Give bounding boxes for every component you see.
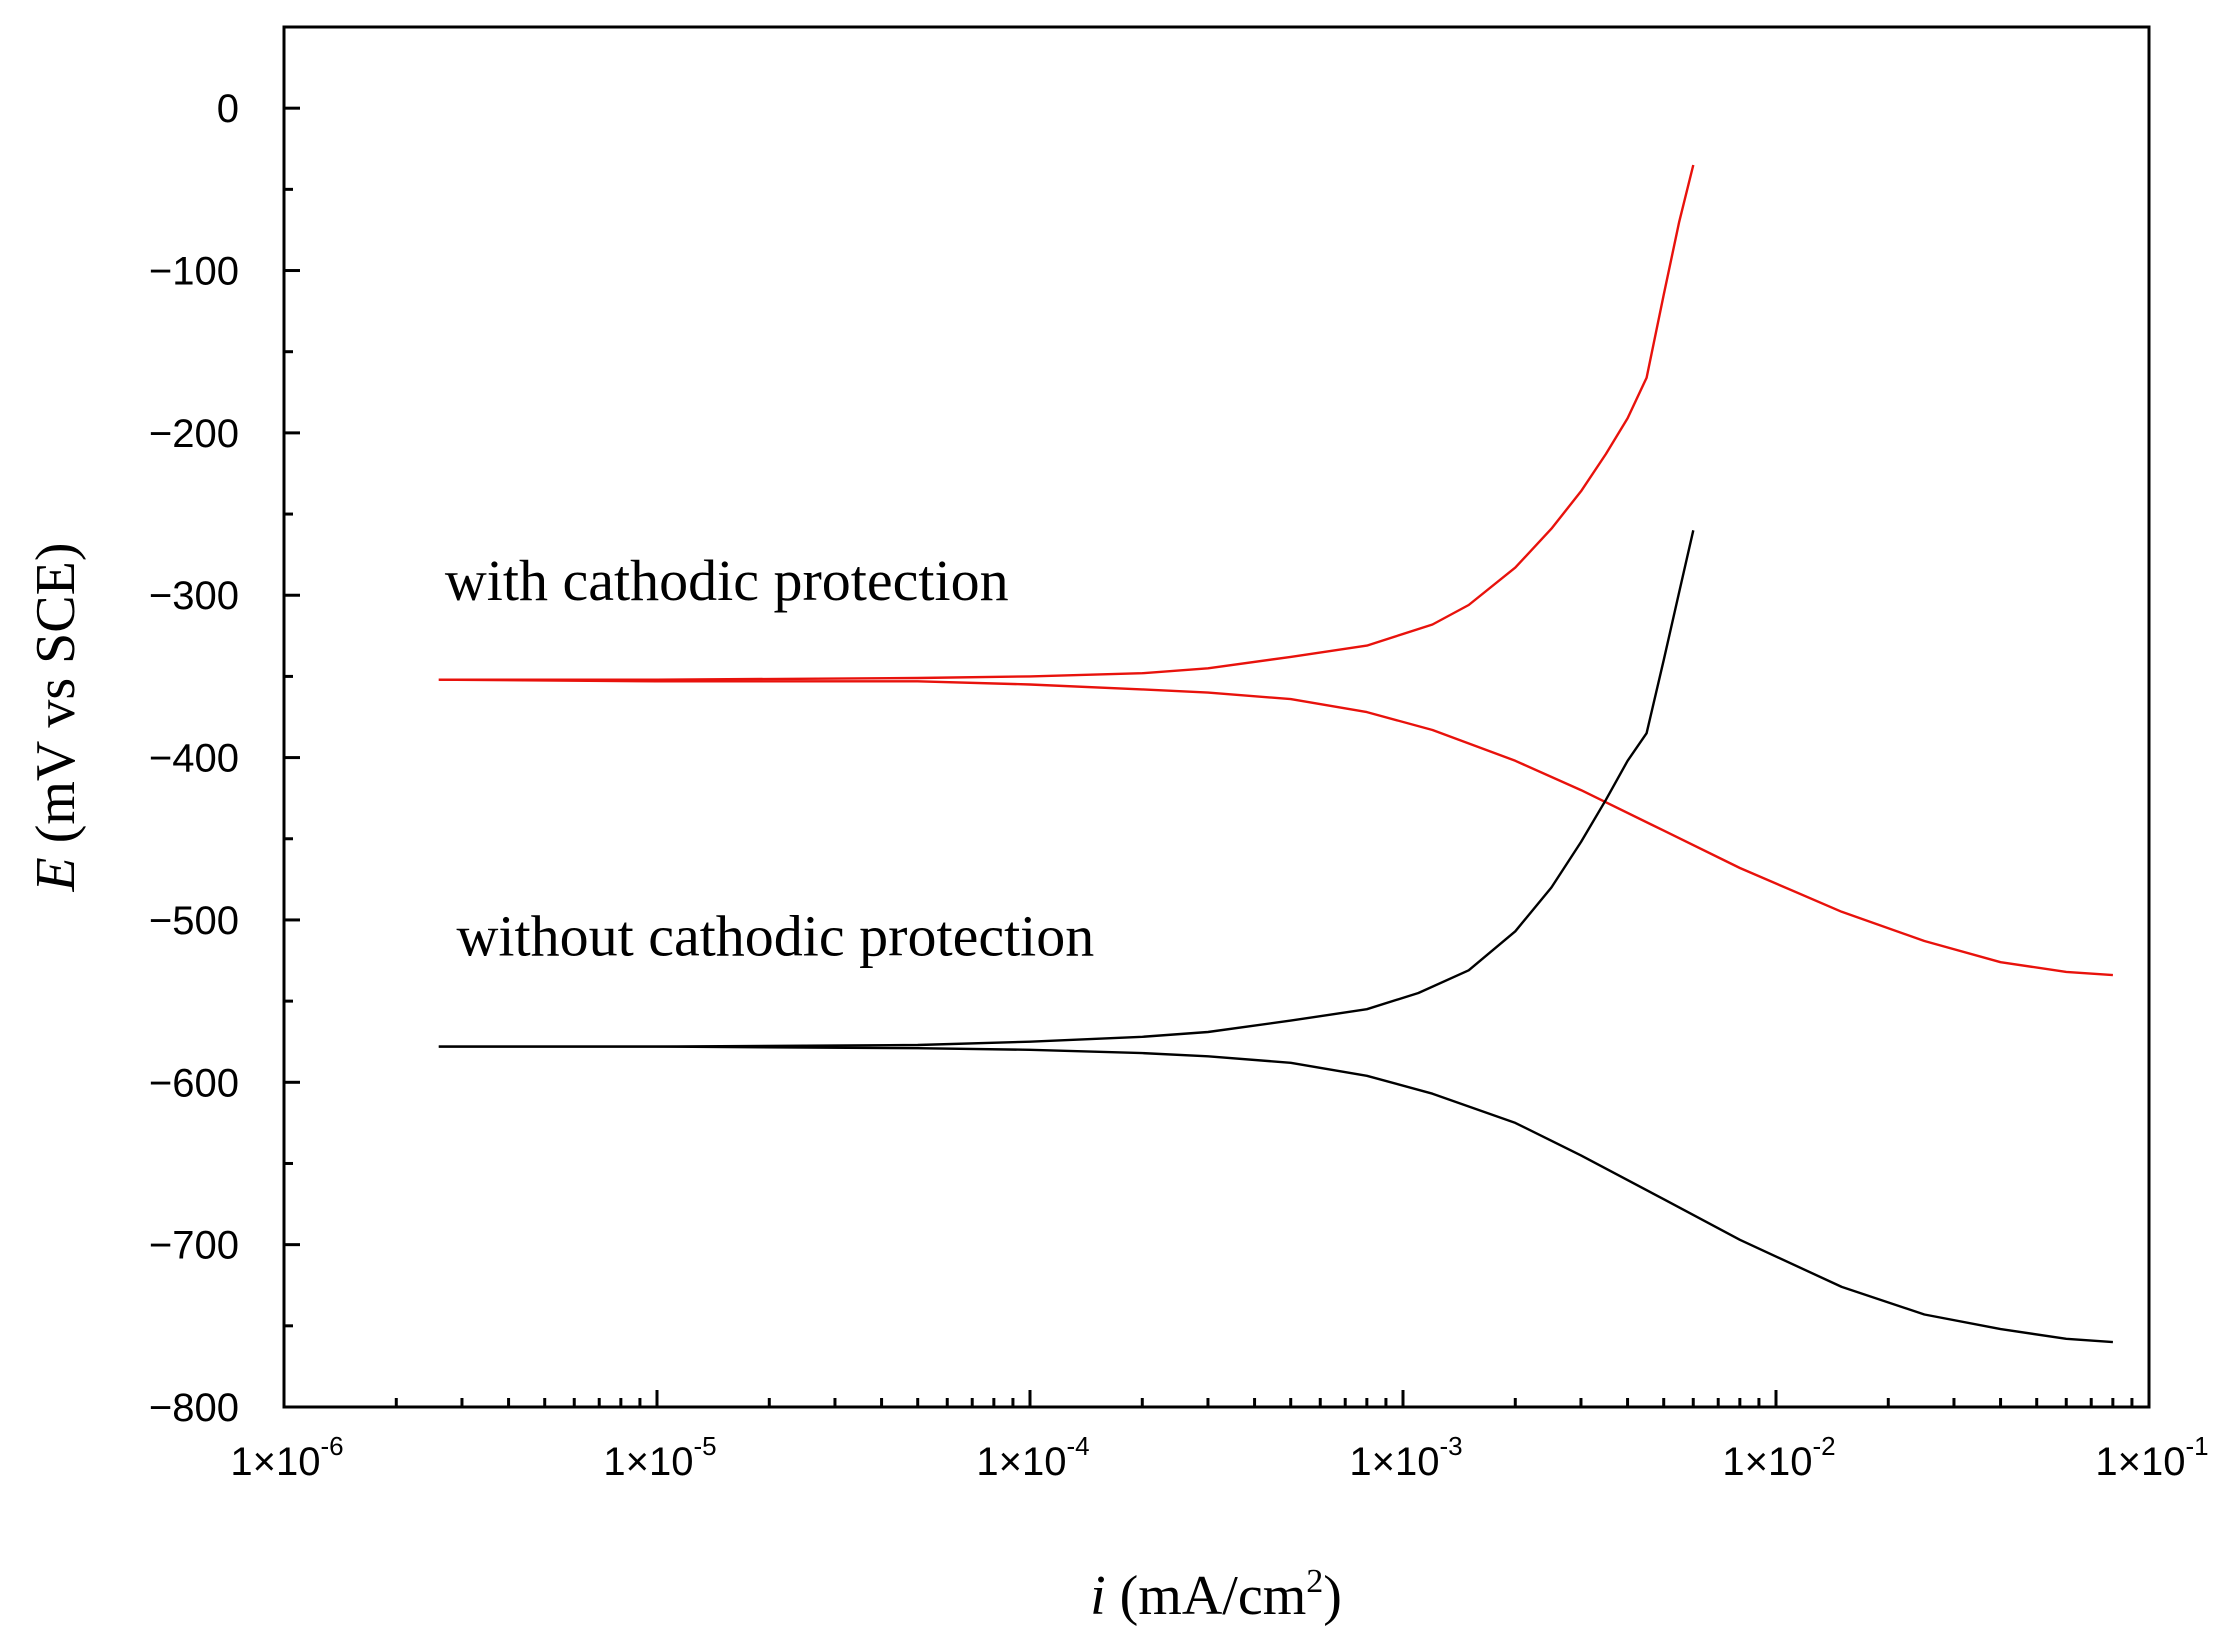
y-tick-label: 0 [217,87,239,131]
x-tick-label: 1×10-5 [603,1431,716,1484]
y-axis-unit: (mV vs SCE) [25,543,87,844]
x-tick-exp: -3 [1439,1431,1462,1461]
x-tick-base: 1×10 [1722,1440,1812,1484]
x-axis-var: i [1090,1565,1106,1627]
y-tick-label: −500 [149,899,239,943]
x-tick-label: 1×10-2 [1722,1431,1835,1484]
annotation-without-cp: without cathodic protection [456,904,1094,969]
x-tick-base: 1×10 [603,1440,693,1484]
plot-frame [282,25,2151,1409]
series-layer [438,164,2113,1344]
x-tick-exp: -6 [320,1431,343,1461]
y-tick-label: −400 [149,737,239,781]
series-line-1 [438,678,2113,977]
x-tick-base: 1×10 [230,1440,320,1484]
y-tick-label: −600 [149,1061,239,1105]
y-tick-label: −700 [149,1224,239,1268]
series-line-0 [438,164,1695,681]
x-tick-exp: -5 [693,1431,716,1461]
x-axis-ticks: 1×10-6 1×10-5 1×10-4 1×10-3 1×10-2 1×10-1 [230,1390,2209,1484]
series-line-3 [438,1045,2113,1344]
y-axis-var: E [25,857,87,892]
x-tick-exp: -4 [1066,1431,1089,1461]
x-tick-base: 1×10 [1349,1440,1439,1484]
y-axis-title: E (mV vs SCE) [25,543,87,893]
x-tick-exp: -1 [2185,1431,2208,1461]
x-axis-unit: (mA/cm [1120,1565,1307,1627]
x-tick-exp: -2 [1812,1431,1835,1461]
x-axis-unit-close: ) [1323,1565,1342,1627]
y-axis-ticks: 0 −100 −200 −300 −400 −500 −600 −700 −800 [149,25,300,1430]
series-line-2 [438,530,1695,1048]
y-tick-label: −300 [149,574,239,618]
x-tick-label: 1×10-6 [230,1431,343,1484]
x-axis-title: i (mA/cm2) [1090,1563,1342,1627]
y-tick-label: −200 [149,412,239,456]
x-tick-label: 1×10-3 [1349,1431,1462,1484]
x-tick-base: 1×10 [976,1440,1066,1484]
annotation-with-cp: with cathodic protection [445,548,1009,613]
x-tick-base: 1×10 [2095,1440,2185,1484]
y-tick-label: −100 [149,250,239,294]
x-axis-unit-sup: 2 [1306,1563,1323,1600]
x-tick-label: 1×10-4 [976,1431,1089,1484]
y-tick-label: −800 [149,1386,239,1430]
x-tick-label: 1×10-1 [2095,1431,2208,1484]
